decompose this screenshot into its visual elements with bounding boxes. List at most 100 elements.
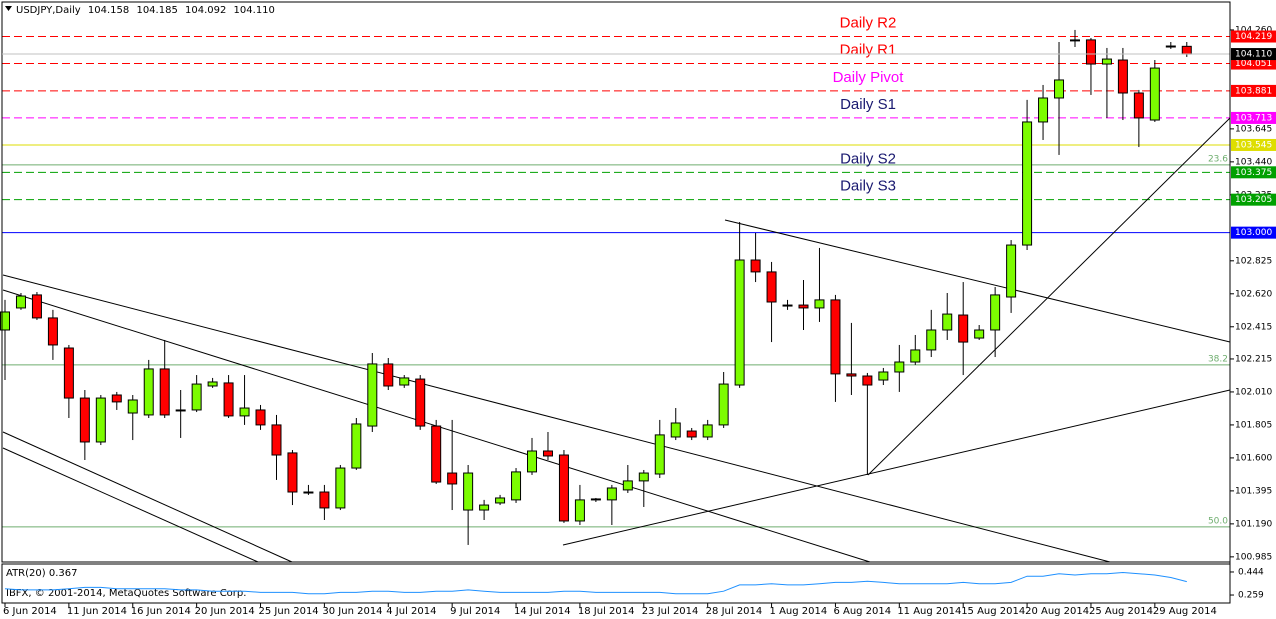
candle-body xyxy=(702,424,713,438)
high-value: 104.185 xyxy=(136,5,177,16)
candle-body xyxy=(15,295,26,309)
symbol: USDJPY,Daily xyxy=(16,5,81,16)
x-tick-label: 29 Aug 2014 xyxy=(1153,606,1217,617)
candle-body xyxy=(207,381,218,387)
candle-body xyxy=(1022,121,1033,246)
x-tick-label: 6 Jun 2014 xyxy=(3,606,57,617)
candle-body xyxy=(495,497,506,504)
atr-line xyxy=(4,571,1187,595)
fib-label: 23.6 xyxy=(1208,154,1228,164)
menu-triangle[interactable] xyxy=(5,6,12,11)
candle-body xyxy=(319,491,330,509)
candle-body xyxy=(415,378,426,427)
candles xyxy=(0,29,1192,545)
x-tick-label: 25 Jun 2014 xyxy=(259,606,319,617)
candle-body xyxy=(191,383,202,411)
candle-body xyxy=(127,399,138,414)
level-name: Daily S3 xyxy=(840,178,896,195)
x-tick-label: 30 Jun 2014 xyxy=(322,606,382,617)
y-tick-label: 100.985 xyxy=(1235,552,1272,562)
candle-body xyxy=(95,397,106,443)
level-price-box-label: 103.545 xyxy=(1235,140,1272,150)
candle-body xyxy=(31,294,42,319)
candle-body xyxy=(159,368,170,416)
candle-body xyxy=(782,304,793,307)
candle-body xyxy=(399,377,410,386)
x-tick-label: 23 Jul 2014 xyxy=(642,606,699,617)
level-price-box-label: 104.051 xyxy=(1235,59,1272,69)
x-tick-label: 20 Aug 2014 xyxy=(1025,606,1089,617)
y-tick-label: 103.645 xyxy=(1235,124,1272,134)
candle-body xyxy=(1181,45,1192,55)
x-tick-label: 15 Aug 2014 xyxy=(961,606,1025,617)
trendline xyxy=(2,431,293,563)
open-value: 104.158 xyxy=(88,5,129,16)
candle-body xyxy=(686,430,697,438)
candle-body xyxy=(926,329,937,351)
x-tick-label: 20 Jun 2014 xyxy=(195,606,255,617)
level-price-box xyxy=(1231,57,1276,70)
candle-body xyxy=(1101,58,1112,65)
trendline xyxy=(867,117,1231,476)
low-value: 104.092 xyxy=(185,5,226,16)
candle-body xyxy=(479,504,490,511)
footer: IBFX, © 2001-2014, MetaQuotes Software C… xyxy=(6,588,246,599)
candle-body xyxy=(511,471,522,501)
candle-body xyxy=(814,299,825,309)
y-tick-label: 103.440 xyxy=(1235,157,1272,167)
candle-body xyxy=(830,299,841,375)
candle-body xyxy=(383,363,394,387)
trendline xyxy=(2,274,1111,563)
fib-label: 50.0 xyxy=(1208,516,1228,526)
x-tick-label: 11 Jun 2014 xyxy=(67,606,127,617)
level-name: Daily R1 xyxy=(840,42,897,59)
x-tick-label: 11 Aug 2014 xyxy=(897,606,961,617)
candle-body xyxy=(638,472,649,482)
candle-body xyxy=(1038,97,1049,123)
x-tick-label: 14 Jul 2014 xyxy=(514,606,571,617)
level-price-box xyxy=(1231,193,1276,206)
candle-body xyxy=(1006,244,1017,298)
candle-body xyxy=(303,491,314,494)
close-value: 104.110 xyxy=(234,5,275,16)
candle-body xyxy=(558,454,569,522)
x-tick-label: 16 Jun 2014 xyxy=(131,606,191,617)
y-tick-label: 102.415 xyxy=(1235,322,1272,332)
candle-body xyxy=(447,472,458,485)
level-name: Daily Pivot xyxy=(833,69,905,86)
level-price-box xyxy=(1231,226,1276,239)
x-tick-label: 25 Aug 2014 xyxy=(1089,606,1153,617)
candle-body xyxy=(431,425,442,483)
candle-body xyxy=(63,347,74,399)
candle-body xyxy=(143,368,154,416)
atr-title: ATR(20) 0.367 xyxy=(6,568,77,579)
candle-body xyxy=(750,259,761,273)
candle-body xyxy=(654,434,665,475)
trendline xyxy=(724,219,1231,343)
candle-body xyxy=(79,397,90,443)
candle-body xyxy=(862,375,873,386)
price-axis: 104.260103.645103.440103.235102.825102.6… xyxy=(1230,25,1276,562)
atr-y-tick-label: 0.444 xyxy=(1238,567,1264,577)
candle-body xyxy=(798,304,809,309)
candle-body xyxy=(846,373,857,377)
candle-body xyxy=(942,313,953,331)
x-tick-label: 4 Jul 2014 xyxy=(386,606,436,617)
candle-body xyxy=(606,487,617,501)
candle-body xyxy=(958,314,969,343)
candle-body xyxy=(287,452,298,493)
x-tick-label: 1 Aug 2014 xyxy=(770,606,828,617)
y-tick-label: 101.395 xyxy=(1235,486,1272,496)
candle-body xyxy=(910,349,921,363)
level-price-box xyxy=(1231,166,1276,179)
candle-body xyxy=(527,450,538,473)
candle-body xyxy=(1149,67,1160,121)
candle-body xyxy=(463,472,474,511)
bid-price-box xyxy=(1231,48,1276,61)
candle-body xyxy=(1069,39,1080,42)
x-tick-label: 18 Jul 2014 xyxy=(578,606,635,617)
candle-body xyxy=(175,409,186,412)
x-tick-label: 28 Jul 2014 xyxy=(706,606,763,617)
level-price-box-label: 103.000 xyxy=(1235,228,1272,238)
